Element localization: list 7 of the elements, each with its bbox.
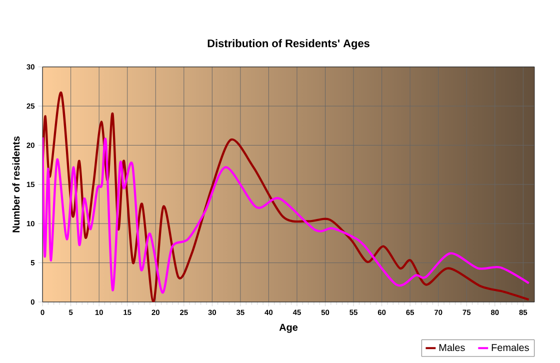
line-series bbox=[42, 136, 530, 294]
chart-title: Distribution of Residents' Ages bbox=[208, 39, 370, 50]
y-axis-title: Number of residents bbox=[12, 136, 20, 232]
x-axis-title: Age bbox=[279, 324, 298, 333]
legend-label: Males bbox=[439, 344, 465, 352]
legend-label: Females bbox=[492, 344, 529, 352]
line-series bbox=[42, 92, 530, 302]
